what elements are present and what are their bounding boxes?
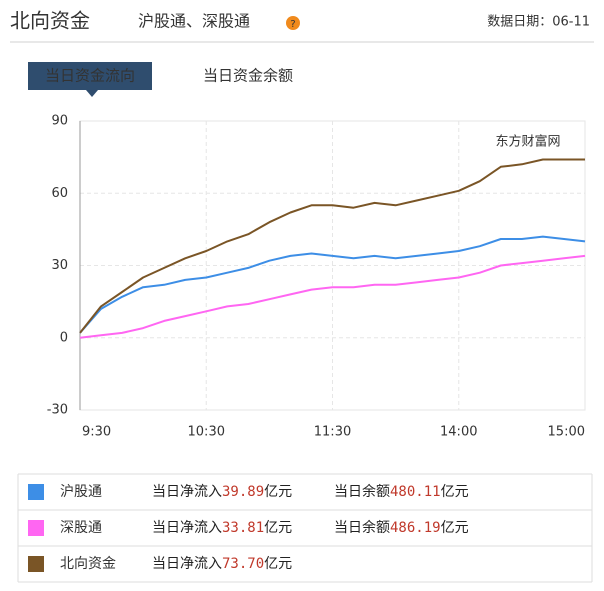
y-tick-label: -30 [47,403,68,418]
legend-label: 深股通 [60,520,102,536]
series-line [79,235,586,334]
help-icon-mark: ? [290,19,295,30]
net-flow-unit: 亿元 [264,556,292,572]
y-tick-label: 30 [51,258,68,273]
x-tick-label: 14:00 [440,425,477,440]
help-icon[interactable] [286,16,300,30]
legend-swatch [28,484,44,500]
y-tick-label: 90 [51,114,68,129]
y-tick-label: 60 [51,186,68,201]
balance-label: 当日余额 [334,483,390,500]
net-flow-value: 73.70 [222,556,264,572]
legend-label: 沪股通 [60,484,102,500]
net-flow-label: 当日净流入 [152,520,222,536]
net-flow: 当日净流入39.89亿元 [152,484,292,500]
header-date: 数据日期：06-11 [487,15,590,30]
balance: 当日余额480.11亿元 [334,483,469,500]
balance-value: 486.19 [390,520,441,536]
net-flow: 当日净流入73.70亿元 [152,556,292,572]
tab-active[interactable] [28,62,152,90]
header-title: 北向资金 [10,9,90,33]
balance-label: 当日余额 [334,519,390,536]
x-tick-label: 9:30 [82,425,111,440]
series-line [79,158,585,334]
watermark: 东方财富网 [495,134,560,150]
x-tick-label: 10:30 [188,425,225,440]
x-tick-label: 15:00 [548,425,585,440]
net-flow-label: 当日净流入 [152,556,222,572]
legend-swatch [28,556,44,572]
tab-label[interactable]: 当日资金余额 [203,67,293,85]
balance-value: 480.11 [390,484,441,500]
net-flow: 当日净流入33.81亿元 [152,520,292,536]
header-subtitle: 沪股通、深股通 [138,12,250,31]
legend-label: 北向资金 [60,556,116,572]
series-line [79,254,586,339]
y-tick-label: 0 [60,330,68,345]
balance: 当日余额486.19亿元 [334,519,469,536]
legend-swatch [28,520,44,536]
net-flow-unit: 亿元 [264,520,292,536]
x-tick-label: 11:30 [314,425,351,440]
net-flow-unit: 亿元 [264,484,292,500]
net-flow-label: 当日净流入 [152,484,222,500]
tab-label[interactable]: 当日资金流向 [45,67,135,85]
net-flow-value: 33.81 [222,520,264,536]
balance-unit: 亿元 [441,484,469,500]
balance-unit: 亿元 [441,520,469,536]
tab-pointer [86,90,98,97]
net-flow-value: 39.89 [222,484,264,500]
